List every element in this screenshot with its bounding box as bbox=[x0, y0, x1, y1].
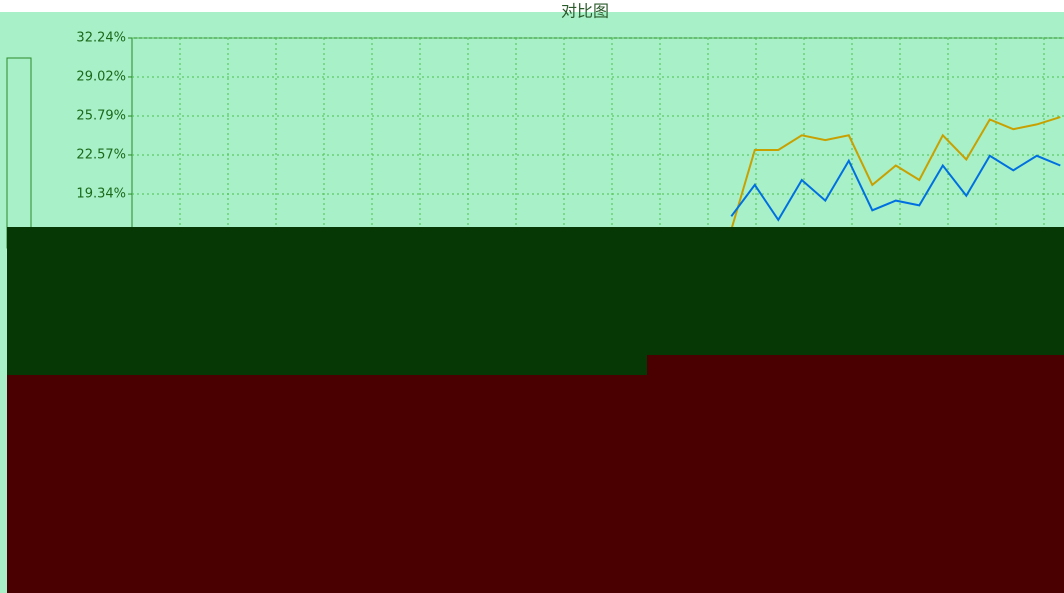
y-tick-label: 25.79% bbox=[76, 109, 126, 124]
v-grid bbox=[179, 38, 1045, 238]
y-tick-label: 29.02% bbox=[76, 69, 126, 84]
plot-layer: 32.24% 29.02% 25.79% 22.57% 19.34% bbox=[76, 31, 1064, 230]
overlay-band bbox=[7, 227, 1064, 355]
series-line bbox=[730, 154, 1061, 222]
y-tick-label: 22.57% bbox=[76, 147, 126, 162]
y-tick-label: 32.24% bbox=[76, 31, 126, 46]
series-line bbox=[730, 116, 1061, 230]
chart-title: 对比图 bbox=[561, 2, 609, 21]
overlay-band bbox=[7, 355, 647, 377]
overlay-band bbox=[647, 355, 1064, 377]
overlay-band bbox=[7, 375, 1064, 593]
y-tick-label: 19.34% bbox=[76, 187, 126, 202]
